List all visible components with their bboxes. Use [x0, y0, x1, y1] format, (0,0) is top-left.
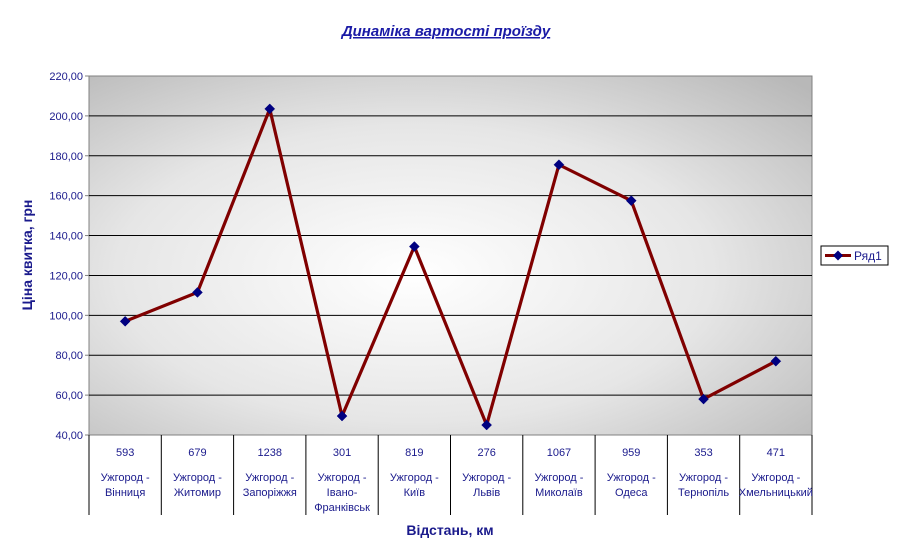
y-tick-label: 220,00	[49, 71, 83, 83]
y-tick-label: 120,00	[49, 270, 83, 282]
data-point	[408, 241, 420, 252]
x-tick-route: Ужгород -	[679, 472, 728, 484]
x-tick-route: Ужгород -	[534, 472, 583, 484]
legend-series-name: Ряд1	[854, 249, 882, 263]
x-tick-route: Ужгород -	[245, 472, 294, 484]
x-tick-route: Вінниця	[105, 487, 145, 499]
x-tick-distance: 819	[405, 447, 423, 459]
legend: Ряд1	[820, 245, 889, 266]
y-tick-label: 200,00	[49, 111, 83, 123]
x-tick-distance: 301	[333, 447, 351, 459]
gridlines	[85, 75, 812, 436]
x-tick-route: Франківськ	[314, 502, 370, 514]
x-tick-route: Тернопіль	[678, 487, 729, 499]
data-point	[336, 410, 348, 422]
y-tick-label: 160,00	[49, 191, 83, 203]
x-tick-route: Ужгород -	[607, 472, 656, 484]
x-tick-route: Запоріжжя	[243, 487, 297, 499]
series-markers	[119, 103, 782, 431]
data-point	[698, 393, 709, 405]
data-point	[770, 355, 782, 367]
series-line-Ряд1	[124, 107, 777, 427]
series-lines	[124, 107, 777, 427]
y-axis-title: Ціна квитка, грн	[19, 200, 35, 311]
x-tick-route: Львів	[473, 487, 500, 499]
data-point	[192, 287, 203, 298]
x-tick-route: Ужгород -	[390, 472, 439, 484]
x-tick-route: Хмельницький	[739, 487, 813, 499]
data-point	[264, 103, 276, 115]
x-axis-title: Відстань, км	[406, 522, 493, 538]
y-tick-label: 140,00	[49, 231, 83, 243]
x-category-labels: 593 Ужгород - Вінниця 679 Ужгород - Житомир 12…	[88, 435, 813, 515]
data-point	[481, 419, 493, 431]
chart-title: Динаміка вартості проїзду	[340, 23, 551, 40]
x-tick-route: Ужгород -	[101, 472, 150, 484]
y-tick-label: 100,00	[49, 310, 83, 322]
x-tick-route: Ужгород -	[173, 472, 222, 484]
x-tick-route: Ужгород -	[751, 472, 800, 484]
x-tick-route: Ужгород -	[462, 472, 511, 484]
legend-marker	[833, 250, 843, 261]
y-tick-label: 60,00	[55, 390, 83, 402]
data-point	[625, 195, 637, 207]
x-tick-route: Київ	[404, 487, 426, 499]
data-point	[553, 159, 565, 171]
x-tick-distance: 593	[116, 447, 134, 459]
x-tick-route: Одеса	[615, 487, 648, 499]
x-tick-distance: 1067	[547, 447, 571, 459]
x-tick-route: Миколаїв	[535, 487, 583, 499]
y-tick-label: 40,00	[55, 430, 83, 442]
legend-box	[820, 245, 889, 266]
y-tick-label: 80,00	[55, 350, 83, 362]
y-tick-label: 180,00	[49, 151, 83, 163]
x-tick-distance: 471	[767, 447, 785, 459]
x-tick-route: Івано-	[327, 487, 358, 499]
data-point	[119, 315, 131, 327]
x-tick-distance: 959	[622, 447, 640, 459]
x-tick-distance: 679	[188, 447, 206, 459]
x-tick-route: Житомир	[174, 487, 221, 499]
y-tick-labels: 40,00 60,00 80,00 100,00 120,00 140,00 160,00 1…	[49, 71, 83, 442]
plot-area	[88, 75, 813, 436]
x-tick-distance: 276	[477, 447, 495, 459]
x-tick-route: Ужгород -	[318, 472, 367, 484]
x-tick-distance: 1238	[258, 447, 282, 459]
x-tick-distance: 353	[694, 447, 712, 459]
